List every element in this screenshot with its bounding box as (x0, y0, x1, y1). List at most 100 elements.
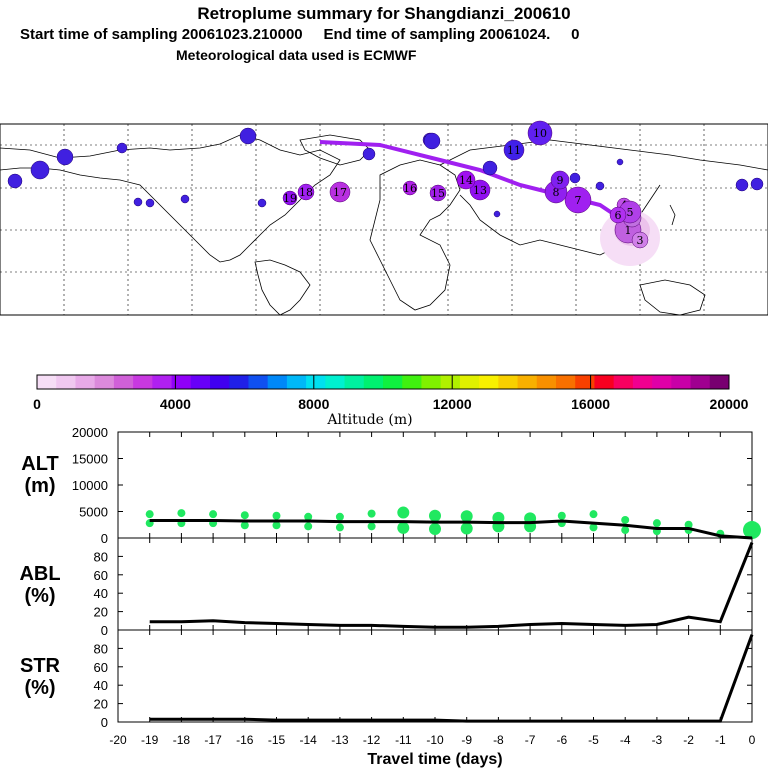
track-dot (257, 198, 267, 208)
track-dot (735, 178, 749, 192)
colorbar-tick-label: 16000 (571, 396, 610, 412)
ytick-label: 0 (101, 531, 108, 546)
xtick-label: -3 (652, 733, 663, 747)
colorbar-swatch (459, 375, 480, 389)
alt-point (589, 510, 598, 519)
track-dot (133, 197, 143, 207)
cluster-label: 8 (553, 186, 560, 199)
alt-point (429, 522, 441, 535)
colorbar-tick-label: 8000 (298, 396, 329, 412)
colorbar-swatch (652, 375, 672, 389)
alt-point (272, 521, 281, 530)
xtick-label: -10 (426, 733, 444, 747)
colorbar-swatch (613, 375, 634, 389)
alt-point (145, 510, 154, 519)
cluster-marker (429, 184, 447, 202)
colorbar-tick-label: 20000 (710, 396, 749, 412)
alt-point (460, 522, 473, 535)
cluster-markers: 12345678910111213141516171819 (7, 120, 764, 249)
met-data-line: Meteorological data used is ECMWF (176, 47, 417, 63)
colorbar-tick-label: 4000 (160, 396, 191, 412)
track-dot (362, 147, 376, 161)
cluster-label: 10 (533, 127, 547, 140)
sampling-time-line: Start time of sampling 20061023.210000 E… (20, 26, 580, 43)
cluster-marker (297, 183, 315, 201)
panel-ylabel: STR (20, 655, 61, 677)
colorbar-swatch (402, 375, 422, 389)
cluster-marker (631, 231, 649, 249)
colorbar-swatch (363, 375, 384, 389)
ytick-label: 0 (101, 715, 108, 730)
panel-ylabel: (m) (24, 475, 55, 497)
cluster-label: 19 (283, 192, 297, 205)
colorbar-swatch (383, 375, 403, 389)
ytick-label: 20000 (72, 425, 108, 440)
alt-mean-line (149, 519, 753, 540)
xtick-label: -4 (620, 733, 631, 747)
chart-title: Retroplume summary for Shangdianzi_20061… (197, 4, 571, 23)
colorbar-swatch (536, 375, 557, 389)
track-dot (482, 160, 498, 176)
cluster-label: 16 (403, 182, 417, 195)
colorbar-swatch (594, 375, 615, 389)
alt-point (589, 523, 598, 532)
alt-point (492, 511, 505, 524)
cluster-label: 9 (557, 174, 564, 187)
cluster-label: 17 (333, 186, 347, 199)
xaxis-label: Travel time (days) (367, 751, 502, 768)
coastlines (0, 134, 768, 316)
track-dot (569, 172, 581, 184)
panel-2: STR(%) 0 20 40 60 80 (20, 629, 754, 730)
track-dot (7, 173, 23, 189)
colorbar-swatch (306, 375, 326, 389)
colorbar-label: Altitude (m) (326, 412, 412, 428)
cluster-marker (329, 181, 351, 203)
world-map: 12345678910111213141516171819 (0, 120, 768, 316)
cluster-label: 3 (637, 234, 644, 247)
colorbar-swatch (133, 375, 153, 389)
xtick-label: -19 (141, 733, 159, 747)
colorbar-swatch (498, 375, 519, 389)
xtick-label: -11 (395, 733, 412, 747)
colorbar-swatch (171, 375, 192, 389)
ytick-label: 15000 (72, 452, 108, 467)
colorbar-swatch (56, 375, 76, 389)
alt-point (652, 519, 661, 528)
alt-point (460, 510, 473, 523)
xtick-label: -9 (461, 733, 472, 747)
alt-point (272, 511, 281, 520)
colorbar-swatch (210, 375, 230, 389)
cluster-marker (527, 120, 553, 146)
ytick-label: 80 (94, 549, 108, 564)
series-line (149, 542, 754, 629)
xtick-label: -5 (588, 733, 599, 747)
cluster-marker (402, 180, 418, 196)
ytick-label: 20 (94, 605, 108, 620)
panel-1: ABL(%) 0 20 40 60 80 (19, 537, 754, 638)
colorbar-swatch (37, 375, 57, 389)
colorbar-swatch (325, 375, 346, 389)
track-dot (30, 160, 50, 180)
alt-point (621, 526, 630, 535)
colorbar-swatch (632, 375, 653, 389)
xtick-label: -17 (204, 733, 222, 747)
ytick-label: 40 (94, 586, 108, 601)
ytick-label: 10000 (72, 478, 108, 493)
track-dot (493, 210, 501, 218)
track-dot (116, 142, 128, 154)
colorbar-swatch (344, 375, 365, 389)
ytick-label: 20 (94, 697, 108, 712)
panel-ylabel: ALT (21, 453, 58, 475)
panel-frame (117, 629, 753, 723)
track-dot (750, 177, 764, 191)
xtick-label: -16 (236, 733, 254, 747)
alt-point (367, 522, 376, 531)
xtick-label: -14 (300, 733, 318, 747)
panel-ylabel: (%) (24, 585, 55, 607)
xtick-label: -2 (683, 733, 694, 747)
alt-point (397, 521, 410, 534)
plume-path (319, 140, 632, 227)
cluster-label: 7 (575, 194, 582, 207)
colorbar: 0 4000 8000 12000 16000 20000 (33, 374, 749, 412)
